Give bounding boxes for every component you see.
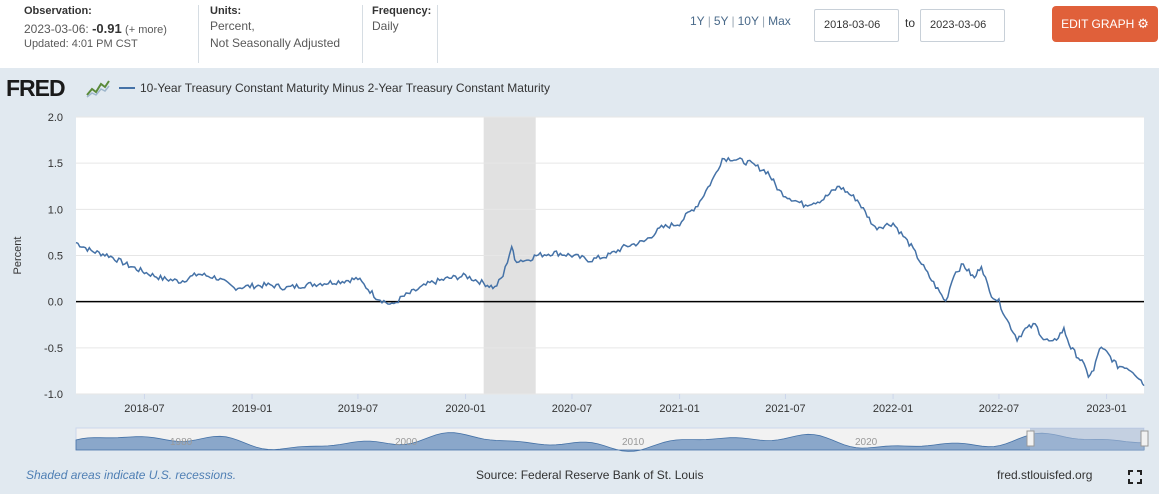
end-date-input[interactable]: 2023-03-06 [920, 9, 1005, 42]
legend-label: 10-Year Treasury Constant Maturity Minus… [140, 81, 550, 95]
frequency-label: Frequency: [372, 5, 432, 17]
observation-updated: Updated: 4:01 PM CST [24, 38, 138, 50]
observation-box: Observation: 2023-03-06: -0.91 (+ more) … [24, 5, 199, 63]
chart-legend: 10-Year Treasury Constant Maturity Minus… [119, 81, 550, 95]
y-tick-label: 0.0 [48, 297, 63, 309]
y-tick-label: -1.0 [44, 389, 63, 401]
y-tick-label: -0.5 [44, 343, 63, 355]
chart-line-icon [86, 78, 110, 98]
x-tick-label: 2021-01 [659, 403, 699, 415]
series-line [75, 156, 1145, 387]
navigator-label: 2000 [395, 437, 418, 448]
navigator-series [75, 432, 1145, 452]
range-selector: 1Y | 5Y | 10Y | Max [690, 14, 791, 28]
x-tick-label: 2020-07 [552, 403, 592, 415]
navigator-handle[interactable] [1026, 430, 1035, 447]
navigator-handle[interactable] [1140, 430, 1149, 447]
x-tick-label: 2018-07 [124, 403, 164, 415]
chart-area[interactable]: 2.0 1.5 1.0 0.5 0.0 -0.5 -1.0 Percent 2018-07 201… [0, 98, 1159, 458]
plot-layer: 2.0 1.5 1.0 0.5 0.0 -0.5 -1.0 Percent 2018-07 201… [12, 112, 1149, 452]
date-to-label: to [905, 16, 916, 30]
navigator-label: 1980 [170, 437, 193, 448]
source-text: Source: Federal Reserve Bank of St. Loui… [476, 468, 704, 482]
observation-number: -0.91 [92, 21, 122, 36]
gear-icon: ⚙ [1137, 16, 1149, 31]
navigator-selection [1030, 428, 1144, 450]
range-max[interactable]: Max [768, 14, 791, 28]
navigator-label: 2010 [622, 437, 645, 448]
x-tick-label: 2022-07 [979, 403, 1019, 415]
edit-graph-button[interactable]: EDIT GRAPH ⚙ [1052, 6, 1158, 42]
y-axis-label: Percent [12, 237, 24, 275]
header-bar: Observation: 2023-03-06: -0.91 (+ more) … [0, 0, 1159, 68]
frequency-box: Frequency: Daily [372, 5, 438, 63]
fred-logo[interactable]: FRED [6, 75, 66, 101]
y-tick-label: 2.0 [48, 112, 63, 124]
x-tick-label: 2021-07 [765, 403, 805, 415]
y-tick-label: 1.0 [48, 204, 63, 216]
range-5y[interactable]: 5Y [713, 14, 729, 28]
x-tick-label: 2020-01 [445, 403, 485, 415]
legend-swatch [119, 87, 135, 89]
units-label: Units: [210, 5, 242, 17]
x-tick-label: 2023-01 [1086, 403, 1126, 415]
x-tick-label: 2019-07 [338, 403, 378, 415]
units-line2: Not Seasonally Adjusted [210, 36, 341, 50]
edit-graph-label: EDIT GRAPH [1061, 17, 1135, 31]
range-1y[interactable]: 1Y [690, 14, 705, 28]
x-tick-label: 2022-01 [873, 403, 913, 415]
y-tick-label: 0.5 [48, 251, 63, 263]
y-tick-label: 1.5 [48, 158, 63, 170]
range-10y[interactable]: 10Y [737, 14, 759, 28]
units-box: Units: Percent, Not Seasonally Adjusted [210, 5, 363, 63]
site-link[interactable]: fred.stlouisfed.org [997, 468, 1093, 482]
start-date-input[interactable]: 2018-03-06 [814, 9, 899, 42]
navigator-label: 2020 [855, 437, 878, 448]
x-tick-label: 2019-01 [232, 403, 272, 415]
frequency-value: Daily [372, 19, 399, 33]
observation-label: Observation: [24, 5, 92, 17]
observation-date: 2023-03-06: [24, 22, 89, 36]
recession-note: Shaded areas indicate U.S. recessions. [26, 468, 237, 482]
observation-value: 2023-03-06: -0.91 (+ more) [24, 21, 198, 36]
observation-more-link[interactable]: (+ more) [125, 24, 167, 36]
units-line1: Percent, [210, 19, 255, 33]
fullscreen-icon[interactable] [1128, 470, 1142, 484]
